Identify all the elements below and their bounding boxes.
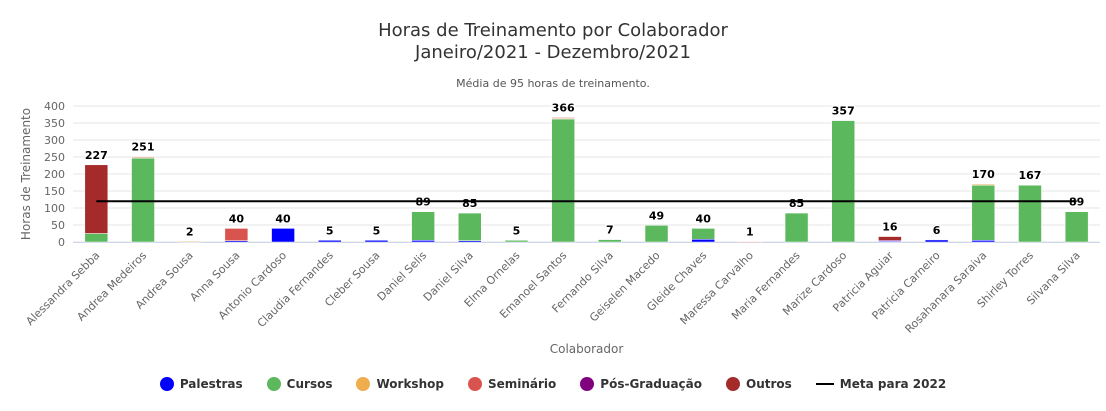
bar-total-label: 49 xyxy=(649,209,664,222)
legend-marker-icon xyxy=(266,377,281,391)
bar-total-label: 251 xyxy=(132,141,155,154)
y-tick-label: 300 xyxy=(44,134,65,147)
bar-total-label: 366 xyxy=(552,102,575,115)
legend-marker-icon xyxy=(467,377,482,391)
legend-item[interactable]: Outros xyxy=(726,377,792,391)
legend-item[interactable]: Palestras xyxy=(159,377,243,391)
chart-legend: Palestras Cursos Workshop Seminário Pós-Grad… xyxy=(0,377,1106,391)
bar-segment xyxy=(551,118,575,243)
bar-segment xyxy=(691,239,715,243)
legend-item[interactable]: Workshop xyxy=(356,377,444,391)
legend-marker-icon xyxy=(356,377,371,391)
legend-label: Palestras xyxy=(179,377,243,391)
bar-total-label: 170 xyxy=(972,168,995,181)
x-tick-label: Rosahanara Saraiva xyxy=(903,249,990,336)
y-tick-label: 50 xyxy=(51,219,65,232)
y-tick-label: 0 xyxy=(58,236,65,249)
bar-segment xyxy=(318,240,342,243)
bar-total-label: 5 xyxy=(513,224,521,237)
bar-segment xyxy=(598,239,622,243)
chart-subtitle: Média de 95 horas de treinamento. xyxy=(456,77,650,90)
y-axis-title: Horas de Treinamento xyxy=(19,108,33,240)
bar-segment xyxy=(551,117,575,119)
bar-total-label: 167 xyxy=(1018,169,1041,182)
bar-total-label: 40 xyxy=(275,212,291,225)
bar-segment xyxy=(644,225,669,243)
legend-item[interactable]: Seminário xyxy=(467,377,557,391)
bar-total-label: 89 xyxy=(1069,196,1084,209)
bar-total-label: 85 xyxy=(462,197,477,210)
bar-segment xyxy=(784,212,809,243)
chart-title-line2: Janeiro/2021 - Dezembro/2021 xyxy=(415,42,691,63)
legend-item[interactable]: Pós-Graduação xyxy=(580,377,702,391)
bar-segment xyxy=(131,157,155,243)
bar-segment xyxy=(878,236,902,241)
bar-segment xyxy=(224,228,249,241)
bar-segment xyxy=(691,228,715,240)
bar-total-label: 227 xyxy=(85,149,108,162)
bar-segment xyxy=(364,240,389,243)
legend-label: Meta para 2022 xyxy=(839,377,947,391)
bar-total-label: 7 xyxy=(606,224,614,237)
bar-total-label: 6 xyxy=(933,224,941,237)
y-tick-label: 200 xyxy=(44,168,65,181)
bar-total-label: 5 xyxy=(326,224,334,237)
y-tick-label: 100 xyxy=(44,202,65,215)
bar-segment xyxy=(271,228,295,243)
bar-segment xyxy=(831,120,855,243)
bar-total-label: 5 xyxy=(373,224,381,237)
bar-chart: 0 50 100 150 200 250 300 350 400 Horas de Treinam… xyxy=(19,100,1100,356)
legend-label: Seminário xyxy=(487,377,557,391)
bar-segment xyxy=(84,164,109,234)
bar-segment xyxy=(738,241,762,243)
bar-segment xyxy=(1018,184,1042,243)
legend-marker-icon xyxy=(580,377,595,391)
bar-total-label: 1 xyxy=(746,226,754,239)
y-tick-label: 250 xyxy=(44,151,65,164)
bar-segment xyxy=(971,184,996,241)
bar-segment xyxy=(458,212,482,241)
bar-segment xyxy=(924,239,949,243)
bar-segment xyxy=(84,233,109,243)
chart-title-line1: Horas de Treinamento por Colaborador xyxy=(378,20,728,41)
legend-marker-icon xyxy=(159,377,174,391)
legend-label: Outros xyxy=(746,377,792,391)
bar-total-label: 89 xyxy=(415,196,430,209)
legend-label: Pós-Graduação xyxy=(600,377,702,391)
bar-total-label: 357 xyxy=(832,105,855,118)
chart-title: Horas de Treinamento por Colaborador Jan… xyxy=(0,20,1106,64)
legend-label: Cursos xyxy=(286,377,333,391)
legend-line-icon xyxy=(815,383,834,385)
legend-item[interactable]: Meta para 2022 xyxy=(815,377,947,391)
bar-segment xyxy=(177,241,202,243)
legend-item[interactable]: Cursos xyxy=(266,377,333,391)
legend-label: Workshop xyxy=(376,377,444,391)
bar-total-label: 40 xyxy=(696,212,712,225)
y-tick-label: 400 xyxy=(44,100,65,113)
legend-marker-icon xyxy=(726,377,740,391)
bar-segment xyxy=(504,240,529,243)
bar-total-label: 2 xyxy=(186,225,194,238)
bar-total-label: 40 xyxy=(229,212,245,225)
y-tick-label: 150 xyxy=(44,185,65,198)
bar-segment xyxy=(131,156,155,158)
bar-segment xyxy=(971,183,996,186)
x-axis-title: Colaborador xyxy=(550,342,624,356)
bar-total-label: 16 xyxy=(882,221,898,234)
bar-segment xyxy=(971,240,996,243)
bar-total-label: 85 xyxy=(789,197,804,210)
bar-segment xyxy=(411,211,435,241)
bar-segment xyxy=(1064,211,1089,243)
bar-segment xyxy=(411,240,435,243)
y-tick-label: 350 xyxy=(44,117,65,130)
